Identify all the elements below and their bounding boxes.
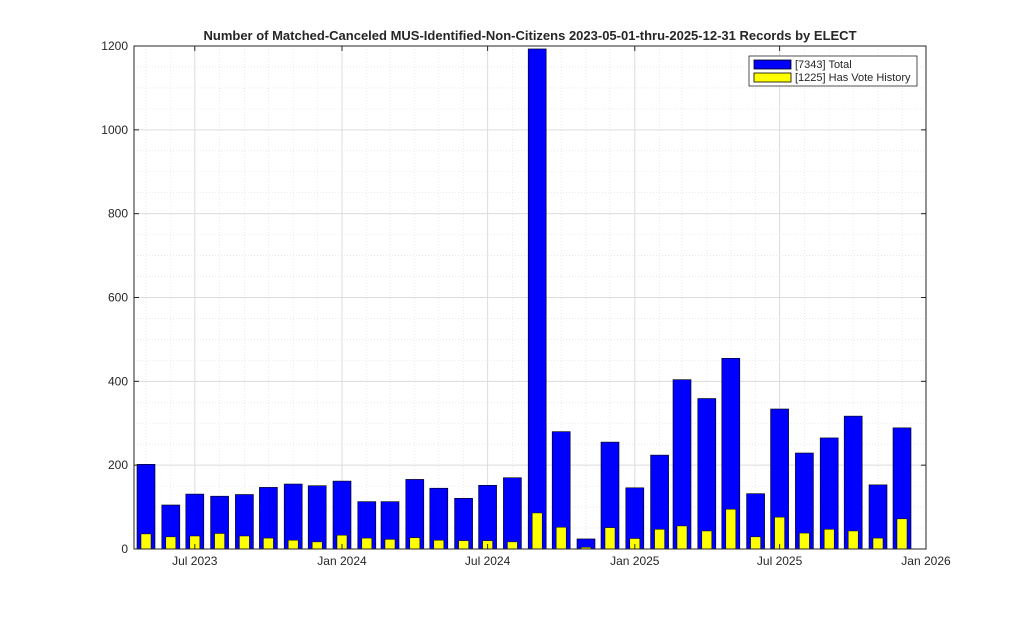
y-tick-label: 0 [121, 542, 128, 556]
bar-vote-history [701, 530, 713, 550]
bar-total [843, 415, 863, 550]
bar-vote-history [214, 533, 225, 550]
bar-vote-history [654, 529, 665, 550]
y-tick-label: 600 [108, 291, 128, 305]
bar-vote-history [872, 537, 884, 550]
bar-vote-history [725, 508, 737, 550]
bar-vote-history [361, 537, 373, 550]
bar-vote-history [458, 540, 469, 550]
y-tick-label: 1200 [101, 39, 128, 53]
bar-vote-history [263, 537, 274, 550]
x-tick-label: Jul 2025 [757, 554, 803, 568]
bar-vote-history [311, 541, 323, 550]
bars [136, 48, 912, 550]
y-tick-label: 400 [108, 374, 128, 388]
bar-vote-history [555, 526, 567, 550]
bar-vote-history [287, 539, 299, 550]
bar-total [672, 379, 692, 550]
bar-total [478, 484, 497, 550]
bar-vote-history [384, 539, 396, 550]
legend: [7343] Total [1225] Has Vote History [748, 55, 918, 87]
bar-vote-history [847, 530, 859, 550]
x-tick-label: Jul 2023 [172, 554, 218, 568]
y-tick-label: 200 [108, 458, 128, 472]
bar-vote-history [165, 536, 177, 550]
bar-total [697, 398, 717, 550]
bar-vote-history [799, 532, 810, 550]
legend-swatch-total [753, 59, 792, 70]
y-tick-label: 1000 [101, 123, 128, 137]
bar-vote-history [409, 537, 421, 550]
bar-vote-history [433, 539, 445, 550]
bar-total [429, 487, 449, 550]
bar-vote-history [140, 533, 152, 550]
axes: 0 200 400 600 800 1000 1200 Jul 2023 Jan 2024 Jul… [101, 39, 951, 568]
legend-label-vote-history: [1225] Has Vote History [795, 72, 911, 84]
bar-total [527, 48, 547, 550]
legend-label-total: [7343] Total [795, 59, 852, 71]
bar-total [503, 477, 522, 550]
bar-vote-history [507, 541, 518, 550]
legend-swatch-vote-history [753, 72, 792, 83]
x-tick-label: Jan 2024 [317, 554, 367, 568]
bar-vote-history [750, 536, 761, 550]
bar-vote-history [239, 535, 250, 550]
x-tick-label: Jan 2026 [901, 554, 951, 568]
x-tick-label: Jul 2024 [465, 554, 511, 568]
y-tick-label: 800 [108, 207, 128, 221]
chart-title: Number of Matched-Canceled MUS-Identifie… [203, 28, 856, 43]
x-tick-label: Jan 2025 [610, 554, 660, 568]
bar-vote-history [531, 512, 543, 550]
bar-vote-history [604, 527, 616, 550]
bar-vote-history [896, 518, 908, 550]
bar-total [307, 485, 327, 550]
bar-vote-history [676, 525, 688, 550]
bar-vote-history [823, 529, 835, 550]
bar-total [283, 483, 303, 550]
